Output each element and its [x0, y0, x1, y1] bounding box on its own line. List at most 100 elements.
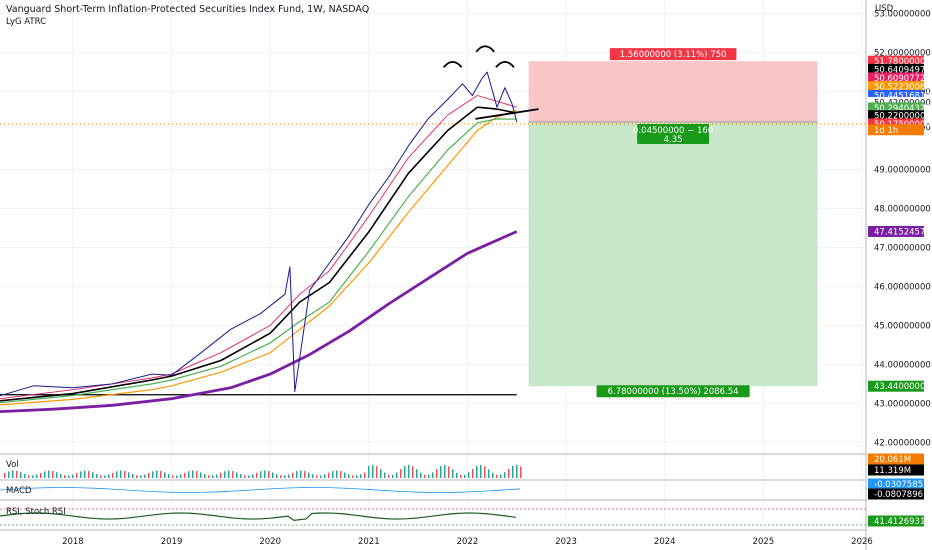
- volume-bar: [376, 466, 378, 478]
- chart-title: Vanguard Short-Term Inflation-Protected …: [6, 4, 370, 15]
- y-tick-label: 42.00000000: [874, 438, 931, 448]
- volume-bar: [132, 473, 134, 478]
- x-tick-label: 2018: [62, 537, 84, 547]
- risk-reward-label: 0.04500000 − 160: [633, 126, 713, 136]
- volume-bar: [192, 470, 194, 478]
- volume-bar: [140, 475, 142, 478]
- volume-bar: [104, 475, 106, 478]
- price-tag: 51.78000000: [874, 57, 931, 67]
- volume-bar: [144, 474, 146, 478]
- shoulder-arc: [475, 45, 495, 53]
- y-tick-label: 53.00000000: [874, 10, 931, 20]
- volume-bar: [272, 472, 274, 478]
- volume-pane-label: Vol: [6, 460, 19, 470]
- volume-bar: [364, 472, 366, 478]
- volume-bar: [20, 472, 22, 478]
- price-tag-bg: [868, 102, 924, 114]
- volume-bar: [172, 475, 174, 478]
- volume-bar: [504, 472, 506, 478]
- pane-tag-bg: [868, 488, 924, 500]
- volume-bar: [416, 469, 418, 478]
- volume-bar: [484, 466, 486, 478]
- neckline: [475, 108, 539, 120]
- volume-bar: [352, 475, 354, 478]
- volume-bar: [468, 472, 470, 478]
- volume-bar: [360, 474, 362, 478]
- volume-bar: [12, 470, 14, 478]
- volume-bar: [340, 471, 342, 478]
- volume-bar: [380, 469, 382, 478]
- ema_green-series: [0, 118, 517, 404]
- time-axis[interactable]: 2018 2019 2020 2021 2022 2023 2024 2025 2026: [62, 537, 873, 547]
- volume-bar: [16, 470, 18, 478]
- price-tag: 50.29404326: [874, 104, 931, 114]
- pane-tag-bg: [868, 515, 924, 527]
- take-profit-zone[interactable]: [528, 121, 818, 387]
- volume-bar: [512, 465, 514, 478]
- rsi-pane[interactable]: [0, 508, 866, 526]
- shoulder-arc: [495, 60, 515, 68]
- y-tick-label: 49.00000000: [874, 166, 931, 176]
- y-tick-label: 46.00000000: [874, 282, 931, 292]
- y-tick-label: 47.00000000: [874, 243, 931, 253]
- volume-bar: [36, 474, 38, 478]
- volume-bar: [348, 474, 350, 478]
- volume-bar: [312, 474, 314, 478]
- volume-bar: [260, 471, 262, 478]
- stop-loss-zone[interactable]: [528, 61, 818, 122]
- volume-bar: [212, 475, 214, 478]
- volume-bar: [56, 472, 58, 478]
- volume-bar: [224, 471, 226, 478]
- volume-bar: [188, 471, 190, 478]
- volume-bar: [480, 465, 482, 478]
- volume-bar: [240, 474, 242, 478]
- volume-bar: [100, 475, 102, 478]
- price-tag-bg: [868, 81, 924, 93]
- pane-tag-bg: [868, 478, 924, 490]
- risk-reward-ratio: 4.35: [664, 135, 683, 145]
- price-tag-bg: [868, 124, 924, 136]
- price-axis[interactable]: 53.0000000052.0000000051.0000000050.0900…: [868, 10, 931, 527]
- price-tag-bg: [868, 89, 924, 101]
- volume-bar: [180, 474, 182, 478]
- volume-bar: [496, 474, 498, 478]
- rsi-line: [0, 512, 517, 521]
- stop-label: 1.56000000 (3.11%) 750: [620, 50, 727, 60]
- volume-bar: [308, 472, 310, 478]
- volume-bar: [204, 474, 206, 478]
- shoulder-arc: [442, 60, 463, 68]
- volume-bar: [420, 472, 422, 478]
- volume-bar: [60, 473, 62, 478]
- volume-bar: [136, 475, 138, 478]
- pane-tag-bg: [868, 453, 924, 465]
- y-tick-label: 48.00000000: [874, 204, 931, 214]
- ema_fast-series: [0, 95, 517, 400]
- position-labels: 1.56000000 (3.11%) 750 0.04500000 − 1604.…: [596, 48, 750, 398]
- volume-bar: [460, 474, 462, 478]
- y-tick-label: 52.00000000: [874, 49, 931, 59]
- pane-tag-bg: [868, 464, 924, 476]
- volume-bar: [464, 474, 466, 478]
- price-tag: 1d 1h: [874, 126, 898, 136]
- volume-bar: [232, 470, 234, 478]
- currency-label: USD: [875, 4, 894, 14]
- volume-bar: [328, 472, 330, 478]
- volume-bar: [500, 474, 502, 478]
- volume-bar: [200, 472, 202, 478]
- volume-bar: [356, 475, 358, 478]
- volume-bar: [472, 468, 474, 478]
- volume-bar: [516, 465, 518, 478]
- ema_orange-series: [0, 109, 517, 406]
- volume-bar: [236, 472, 238, 478]
- price-tag-bg: [868, 110, 924, 122]
- macd-pane[interactable]: [0, 487, 521, 493]
- volume-bar: [92, 472, 94, 478]
- pattern-annotations: [442, 45, 539, 120]
- volume-bar: [304, 471, 306, 478]
- volume-bar: [428, 474, 430, 478]
- volume-bar: [216, 474, 218, 478]
- price-tag: 50.44516813: [874, 91, 931, 101]
- volume-pane[interactable]: [4, 465, 522, 478]
- volume-bar: [388, 474, 390, 478]
